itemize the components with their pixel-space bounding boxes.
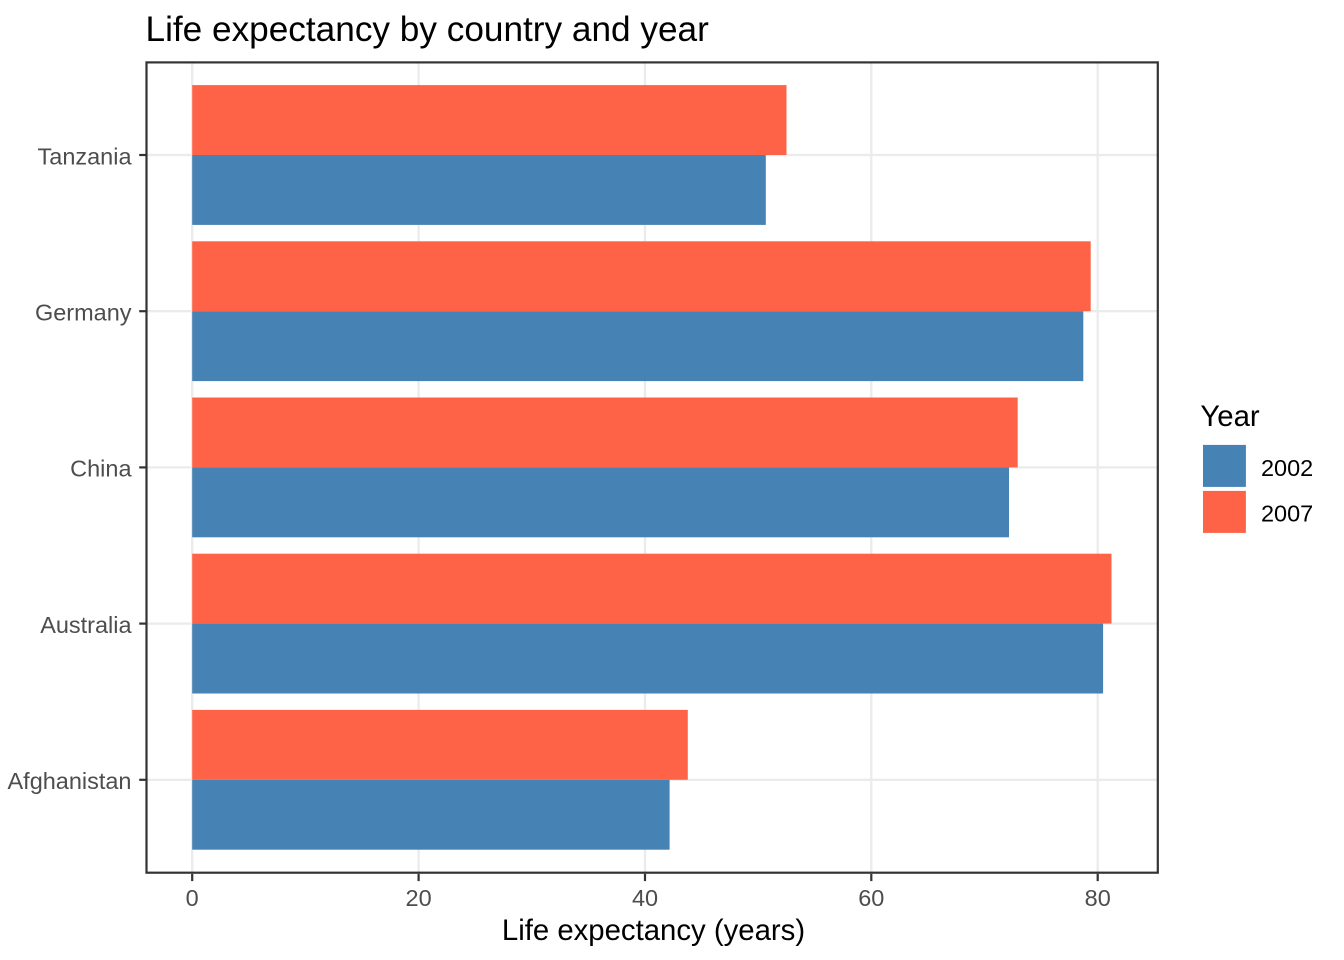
- svg-text:40: 40: [632, 885, 658, 911]
- svg-text:60: 60: [858, 885, 884, 911]
- svg-text:2002: 2002: [1261, 455, 1313, 481]
- svg-text:2007: 2007: [1261, 501, 1313, 527]
- svg-text:Life expectancy (years): Life expectancy (years): [502, 914, 805, 947]
- svg-text:80: 80: [1085, 885, 1111, 911]
- svg-text:Germany: Germany: [35, 300, 132, 326]
- svg-text:Tanzania: Tanzania: [38, 143, 133, 169]
- svg-text:Australia: Australia: [40, 612, 132, 638]
- svg-text:Year: Year: [1200, 400, 1259, 433]
- svg-text:0: 0: [186, 885, 199, 911]
- svg-text:China: China: [70, 456, 132, 482]
- svg-text:Afghanistan: Afghanistan: [8, 768, 132, 794]
- svg-text:20: 20: [406, 885, 432, 911]
- svg-text:Life expectancy by country and: Life expectancy by country and year: [146, 10, 710, 49]
